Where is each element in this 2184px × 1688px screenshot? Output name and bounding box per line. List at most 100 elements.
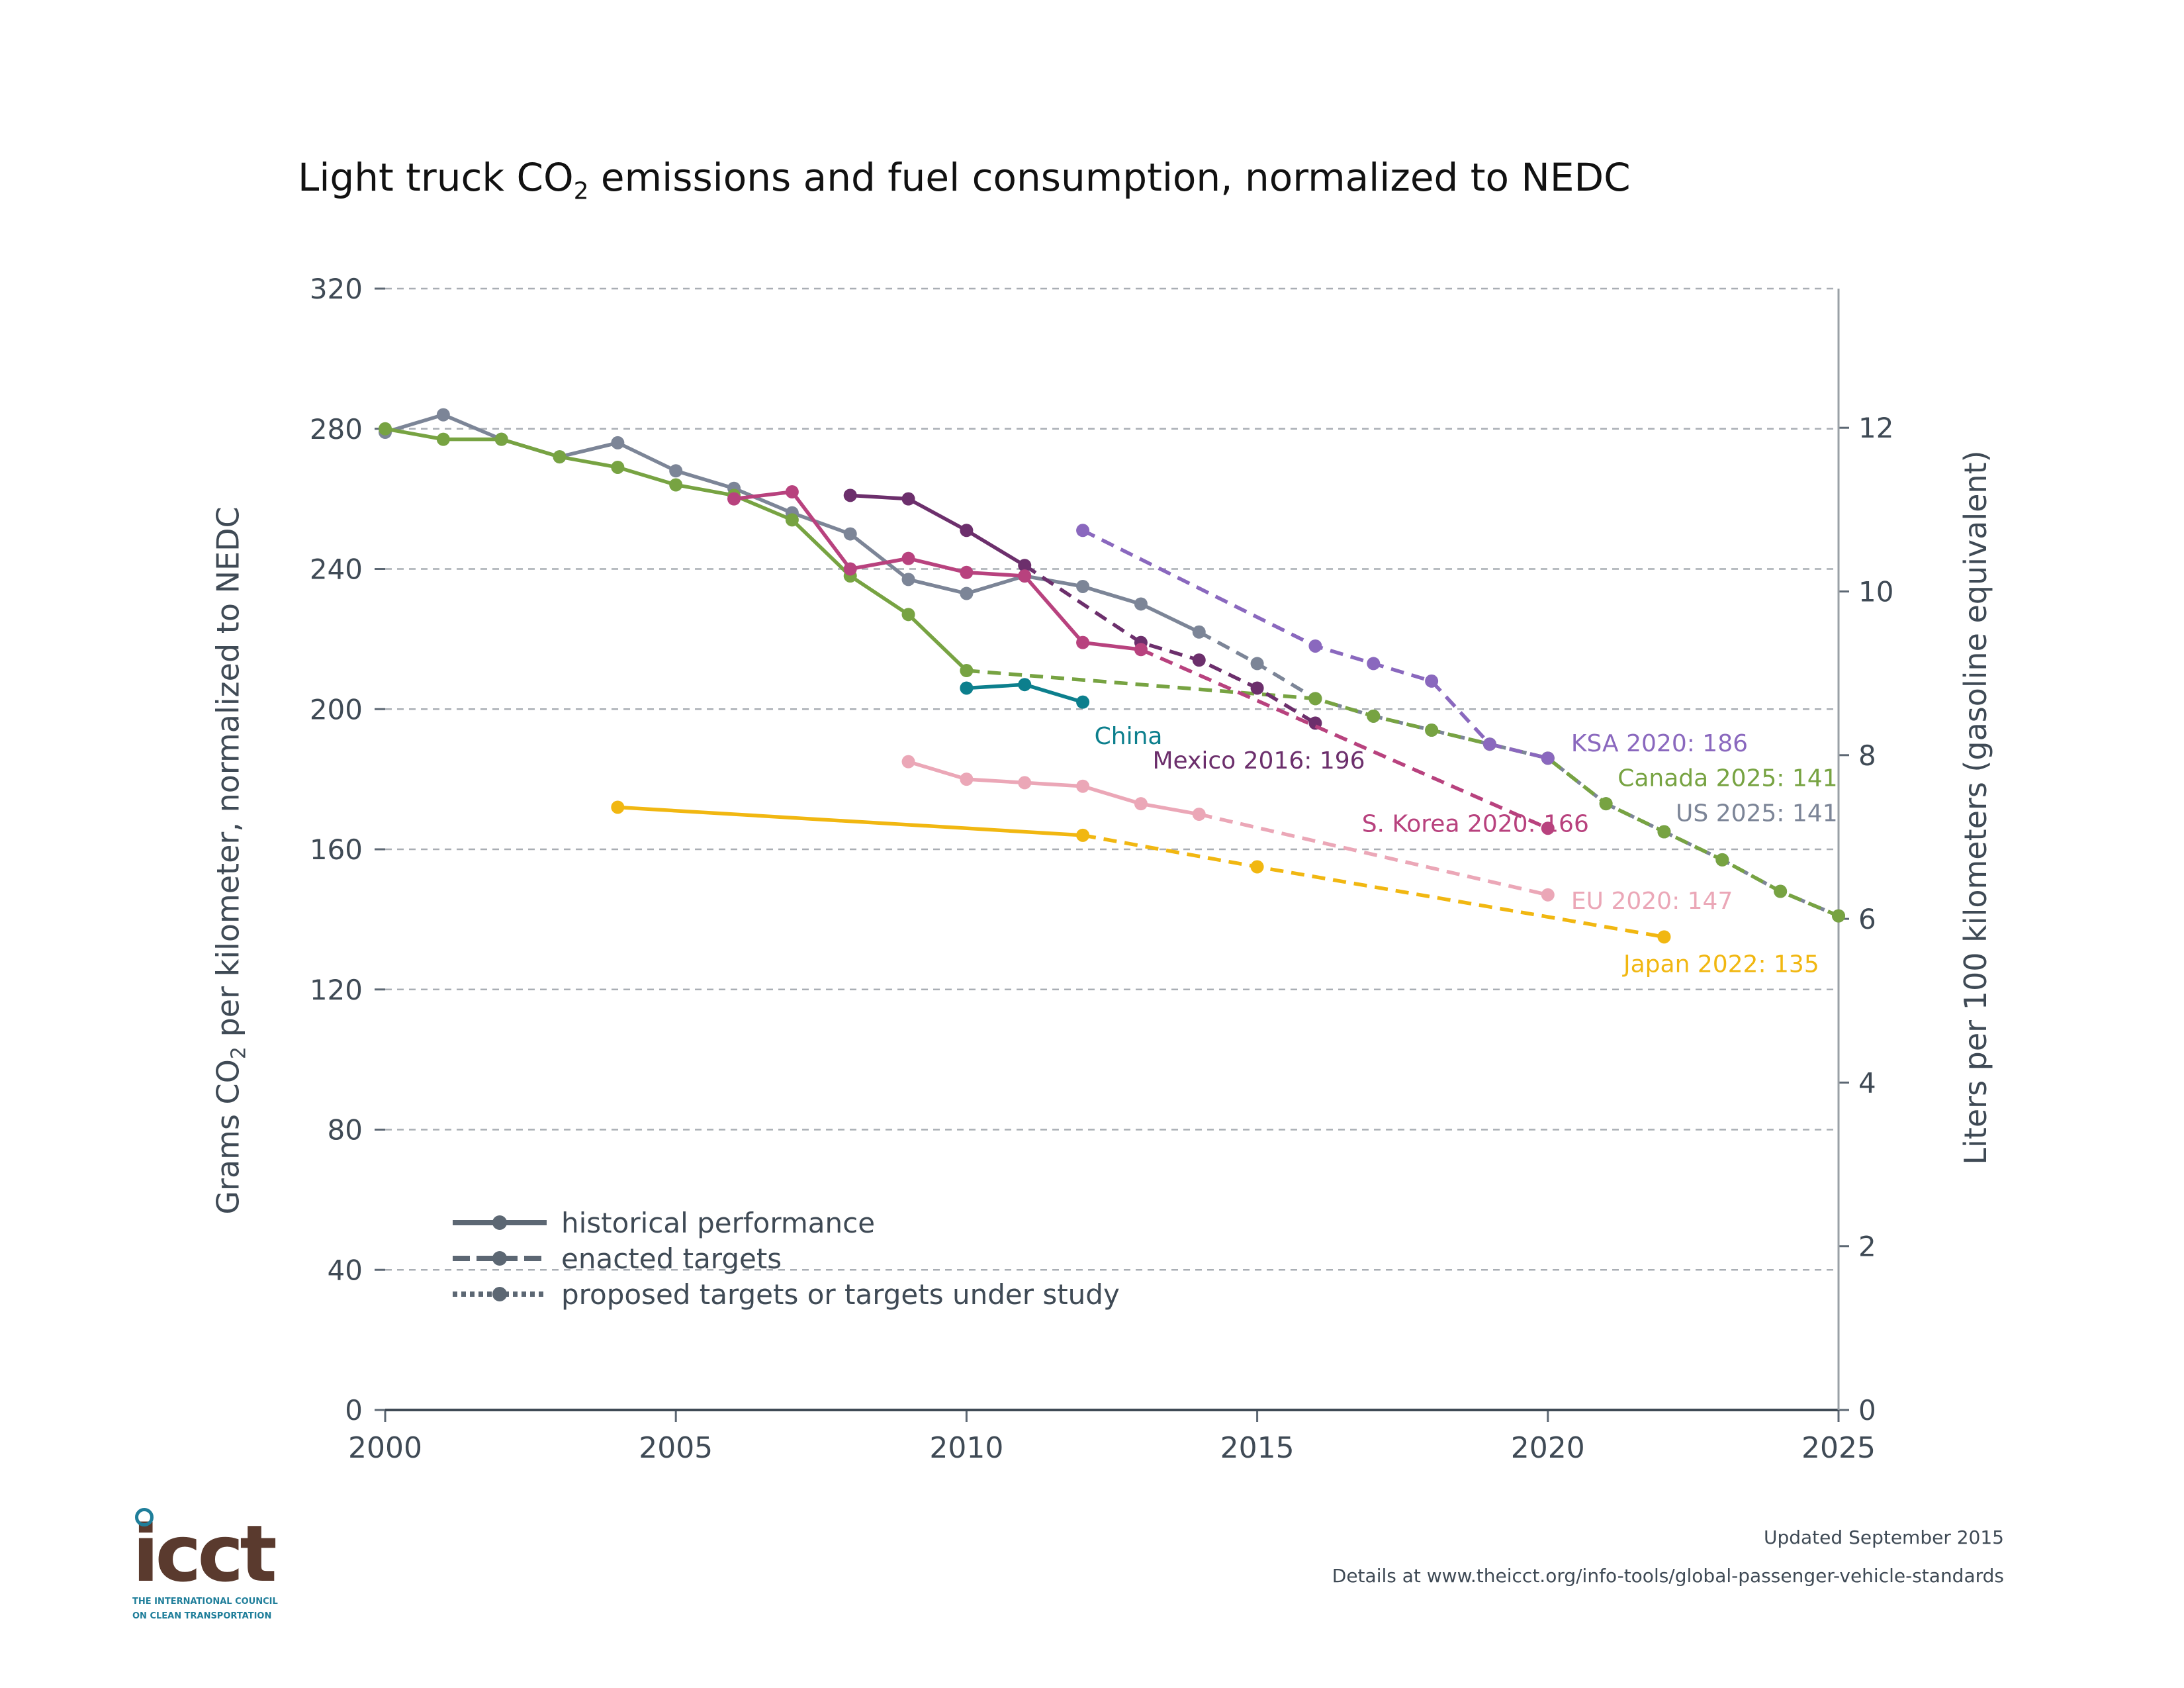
annotation-us: US 2025: 141: [1676, 800, 1838, 827]
y-tick-label-240: 240: [310, 553, 363, 586]
series-mexico: [843, 489, 1322, 730]
data-point-s-korea-2010: [960, 565, 974, 579]
x-tick-label-2025: 2025: [1801, 1431, 1876, 1465]
data-point-japan-2015: [1250, 860, 1264, 874]
data-point-s-korea-2008: [843, 562, 857, 576]
data-point-eu-2020: [1541, 888, 1555, 902]
data-point-canada-2024: [1774, 884, 1788, 898]
legend-item-historical: historical performance: [450, 1205, 1120, 1241]
annotation-mexico: Mexico 2016: 196: [1152, 747, 1365, 774]
legend-item-proposed: proposed targets or targets under study: [450, 1276, 1120, 1312]
y-tick-label-200: 200: [310, 693, 363, 726]
y2-tick-label-0: 0: [1858, 1394, 1876, 1427]
annotation-eu: EU 2020: 147: [1571, 888, 1733, 915]
data-point-canada-2021: [1599, 797, 1613, 811]
x-tick-label-2000: 2000: [348, 1431, 422, 1465]
data-point-canada-2009: [901, 608, 915, 622]
logo-line-2: ON CLEAN TRANSPORTATION: [132, 1611, 272, 1621]
legend-dotted-line-icon: [453, 1287, 547, 1301]
annotation-canada: Canada 2025: 141: [1617, 765, 1837, 792]
data-point-canada-2005: [669, 478, 683, 492]
updated-note: Updated September 2015: [1763, 1526, 2004, 1548]
title-text: Light truck CO: [298, 155, 574, 200]
data-point-mexico-2008: [843, 489, 857, 502]
data-point-ksa-2020: [1541, 751, 1555, 765]
logo-dot-icon: [135, 1508, 154, 1526]
data-point-canada-2003: [553, 450, 567, 464]
icct-logo: icct THE INTERNATIONAL COUNCIL ON CLEAN …: [132, 1508, 278, 1621]
series-line-ksa-enacted: [1081, 528, 1549, 761]
series-japan: [611, 800, 1671, 944]
data-point-ksa-2018: [1425, 674, 1439, 688]
y2-tick-label-4: 4: [1858, 1066, 1876, 1099]
data-point-mexico-2010: [960, 524, 974, 538]
gridlines: [385, 287, 1839, 1271]
data-point-ksa-2017: [1367, 657, 1381, 671]
data-point-canada-2002: [494, 432, 508, 446]
annotation-japan: Japan 2022: 135: [1622, 951, 1819, 978]
y-tick-label-280: 280: [310, 413, 363, 445]
series-us: [379, 408, 1845, 923]
series-china: [960, 678, 1090, 709]
y-left-label-text-rest: per kilometer, normalized to NEDC: [210, 506, 246, 1047]
data-point-s-korea-2020: [1541, 821, 1555, 835]
series-line-eu-enacted: [1199, 812, 1549, 897]
data-point-us-2005: [669, 464, 683, 478]
data-point-us-2009: [901, 573, 915, 586]
y-tick-label-40: 40: [328, 1254, 363, 1286]
data-point-canada-2004: [611, 460, 625, 474]
logo-line-1: THE INTERNATIONAL COUNCIL: [132, 1597, 278, 1607]
data-point-ksa-2012: [1076, 524, 1090, 538]
details-link[interactable]: Details at www.theicct.org/info-tools/gl…: [1332, 1565, 2004, 1587]
series-line-japan-historical: [617, 805, 1083, 837]
y2-tick-label-8: 8: [1858, 739, 1876, 772]
y-tick-label-80: 80: [328, 1114, 363, 1147]
legend-dashed-line-icon: [453, 1251, 547, 1266]
title-text-rest: emissions and fuel consumption, normaliz…: [588, 155, 1631, 200]
data-point-eu-2011: [1018, 776, 1032, 790]
data-point-mexico-2014: [1192, 653, 1206, 667]
y-tick-label-120: 120: [310, 974, 363, 1006]
logo-word: icct: [132, 1508, 277, 1599]
data-point-canada-2007: [785, 513, 799, 527]
y-tick-label-0: 0: [345, 1394, 363, 1427]
data-point-japan-2012: [1076, 828, 1090, 842]
y2-tick-label-12: 12: [1858, 412, 1893, 444]
data-point-china-2012: [1076, 695, 1090, 709]
series-lines: [379, 408, 1845, 944]
data-point-canada-2010: [960, 664, 974, 678]
data-point-us-2012: [1076, 579, 1090, 593]
y-tick-label-320: 320: [310, 273, 363, 305]
data-point-s-korea-2013: [1134, 643, 1148, 657]
data-point-eu-2013: [1134, 797, 1148, 811]
data-point-eu-2014: [1192, 808, 1206, 821]
y2-tick-label-10: 10: [1858, 576, 1893, 608]
data-point-us-2013: [1134, 597, 1148, 611]
data-point-us-2014: [1192, 625, 1206, 639]
series-s-korea: [727, 485, 1555, 835]
data-point-s-korea-2012: [1076, 635, 1090, 649]
data-point-china-2011: [1018, 678, 1032, 692]
data-point-ksa-2019: [1482, 737, 1496, 751]
data-point-us-2001: [436, 408, 450, 422]
legend-label-historical: historical performance: [561, 1206, 876, 1239]
y2-tick-label-6: 6: [1858, 903, 1876, 935]
legend-item-enacted: enacted targets: [450, 1241, 1120, 1276]
x-tick-label-2020: 2020: [1511, 1431, 1585, 1465]
data-point-eu-2012: [1076, 779, 1090, 793]
y2-tick-label-2: 2: [1858, 1231, 1876, 1263]
data-point-japan-2004: [611, 800, 625, 814]
series-line-canada-enacted: [966, 669, 1840, 918]
series-line-s-korea-enacted: [1140, 647, 1549, 830]
data-point-s-korea-2009: [901, 551, 915, 565]
title-subscript: 2: [573, 177, 589, 205]
data-point-japan-2022: [1657, 930, 1671, 944]
y-left-label-subscript: 2: [227, 1047, 251, 1060]
series-line-s-korea-historical: [733, 490, 1142, 651]
data-point-mexico-2009: [901, 492, 915, 506]
data-point-china-2010: [960, 681, 974, 695]
data-point-eu-2009: [901, 755, 915, 769]
x-tick-label-2015: 2015: [1220, 1431, 1295, 1465]
data-point-s-korea-2007: [785, 485, 799, 499]
data-point-canada-2022: [1657, 825, 1671, 839]
